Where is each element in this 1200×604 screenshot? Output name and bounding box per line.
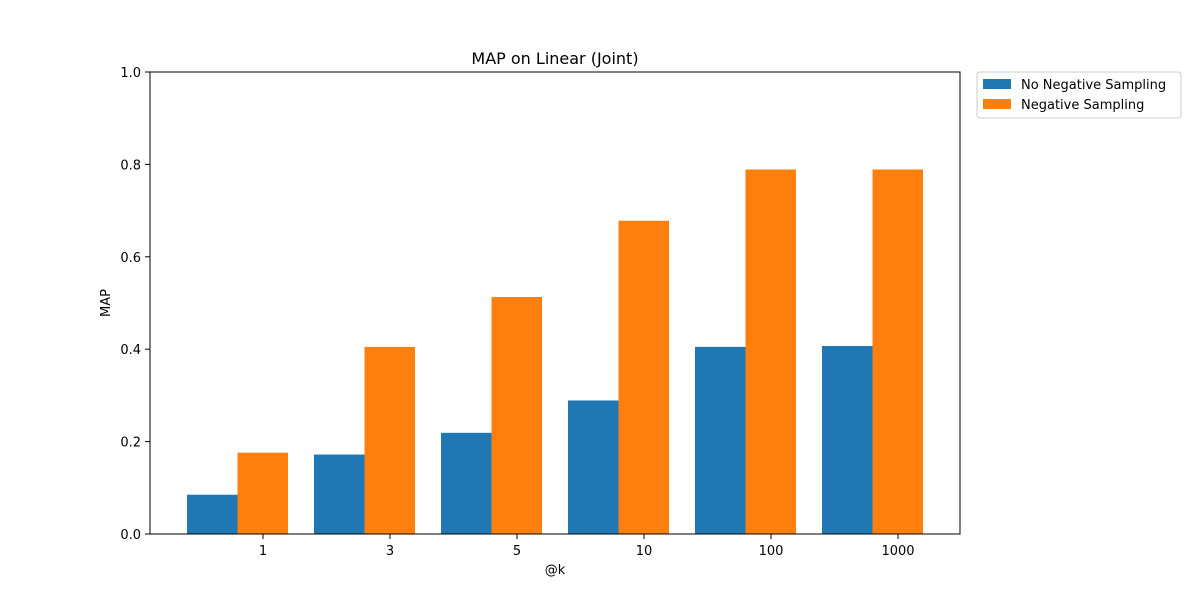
x-tick-label: 1000 xyxy=(881,544,914,559)
x-axis: 1 3 5 10 100 1000 xyxy=(259,534,915,559)
y-tick-label: 0.0 xyxy=(120,528,141,543)
x-tick-label: 1 xyxy=(259,544,267,559)
y-tick-label: 0.8 xyxy=(120,158,141,173)
legend-swatch-negative-sampling xyxy=(983,99,1011,109)
bar-no-negative-sampling-k-1000 xyxy=(822,345,873,534)
x-tick-label: 5 xyxy=(513,544,521,559)
x-axis-label: @k xyxy=(545,563,566,578)
y-axis-label: MAP xyxy=(99,289,114,317)
y-tick-label: 1.0 xyxy=(120,66,141,81)
bar-no-negative-sampling-k-100 xyxy=(695,346,746,534)
bar-negative-sampling-k-1 xyxy=(237,452,288,534)
y-tick-label: 0.2 xyxy=(120,436,141,451)
bars-group xyxy=(187,169,923,535)
x-tick-label: 100 xyxy=(759,544,784,559)
x-tick-label: 3 xyxy=(386,544,394,559)
bar-negative-sampling-k-3 xyxy=(364,346,415,534)
y-tick-label: 0.6 xyxy=(120,251,141,266)
y-axis: 0.0 0.2 0.4 0.6 0.8 1.0 xyxy=(120,66,150,543)
x-tick-label: 10 xyxy=(636,544,653,559)
plot-frame xyxy=(149,71,961,535)
bar-negative-sampling-k-10 xyxy=(618,220,669,535)
bar-negative-sampling-k-1000 xyxy=(872,169,923,534)
legend-label-negative-sampling: Negative Sampling xyxy=(1021,98,1144,113)
chart-title: MAP on Linear (Joint) xyxy=(471,49,638,68)
bar-no-negative-sampling-k-5 xyxy=(441,432,492,534)
bar-negative-sampling-k-100 xyxy=(745,169,796,534)
y-tick-label: 0.4 xyxy=(120,343,141,358)
bar-no-negative-sampling-k-1 xyxy=(187,494,238,534)
bar-no-negative-sampling-k-3 xyxy=(314,454,365,534)
legend: No Negative Sampling Negative Sampling xyxy=(976,71,1182,119)
legend-swatch-no-negative-sampling xyxy=(983,79,1011,89)
legend-label-no-negative-sampling: No Negative Sampling xyxy=(1021,78,1166,93)
bar-negative-sampling-k-5 xyxy=(491,296,542,534)
legend-box xyxy=(976,71,1182,119)
bar-no-negative-sampling-k-10 xyxy=(568,400,619,534)
